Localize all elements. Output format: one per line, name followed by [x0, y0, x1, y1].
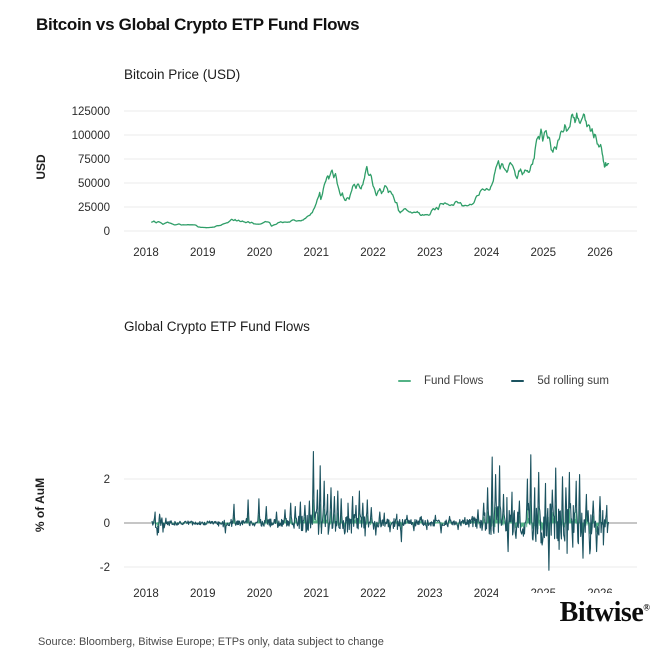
svg-text:75000: 75000 — [78, 154, 110, 166]
registered-trademark-mark: ® — [643, 602, 650, 613]
svg-text:2018: 2018 — [133, 247, 159, 259]
svg-text:2026: 2026 — [587, 247, 613, 259]
price-gridlines — [124, 110, 637, 232]
price-chart-title: Bitcoin Price (USD) — [124, 67, 241, 82]
bitwise-logo-text: Bitwise — [559, 597, 644, 628]
flows-y-tick-labels: 2 0 -2 — [100, 474, 110, 574]
svg-text:2024: 2024 — [474, 588, 500, 600]
svg-text:2019: 2019 — [190, 247, 216, 259]
flows-y-axis-title: % of AuM — [33, 478, 47, 532]
fund-flows-chart: 2 0 -2 % of AuM 2018 2019 2020 2021 2022 2023 2024… — [33, 450, 637, 600]
flows-chart-legend: Fund Flows 5d rolling sum — [124, 373, 640, 389]
legend-item-rolling-sum: 5d rolling sum — [511, 375, 609, 387]
flows-gridlines — [124, 478, 637, 568]
svg-text:2025: 2025 — [531, 247, 557, 259]
source-note: Source: Bloomberg, Bitwise Europe; ETPs … — [38, 636, 384, 648]
svg-text:2: 2 — [104, 474, 110, 486]
svg-text:2019: 2019 — [190, 588, 216, 600]
price-x-tick-labels: 2018 2019 2020 2021 2022 2023 2024 2025 2026 — [133, 247, 613, 259]
svg-text:2020: 2020 — [247, 588, 273, 600]
fund-flows-line-swatch — [397, 379, 411, 383]
svg-text:2023: 2023 — [417, 588, 443, 600]
svg-text:2022: 2022 — [360, 247, 386, 259]
fund-flows-legend-label: Fund Flows — [423, 375, 484, 387]
svg-text:2021: 2021 — [304, 588, 330, 600]
bitcoin-price-line — [151, 112, 610, 229]
svg-text:2018: 2018 — [133, 588, 159, 600]
svg-text:100000: 100000 — [72, 130, 110, 142]
svg-text:0: 0 — [104, 226, 110, 238]
svg-text:2021: 2021 — [304, 247, 330, 259]
svg-text:0: 0 — [104, 518, 110, 530]
rolling-sum-line-swatch — [511, 379, 525, 383]
bitwise-logo: Bitwise® — [498, 593, 671, 635]
price-y-tick-labels: 0 25000 50000 75000 100000 125000 — [72, 106, 110, 238]
svg-text:2022: 2022 — [360, 588, 386, 600]
rolling-sum-series — [151, 450, 610, 571]
svg-text:-2: -2 — [100, 562, 110, 574]
figure-title: Bitcoin vs Global Crypto ETP Fund Flows — [36, 15, 360, 34]
rolling-sum-legend-label: 5d rolling sum — [537, 375, 609, 387]
price-y-axis-title: USD — [34, 154, 48, 180]
svg-text:50000: 50000 — [78, 178, 110, 190]
flows-chart-title: Global Crypto ETP Fund Flows — [124, 319, 310, 334]
svg-text:2020: 2020 — [247, 247, 273, 259]
svg-text:125000: 125000 — [72, 106, 110, 118]
svg-text:2024: 2024 — [474, 247, 500, 259]
svg-text:25000: 25000 — [78, 202, 110, 214]
svg-text:2023: 2023 — [417, 247, 443, 259]
legend-item-fund-flows: Fund Flows — [397, 375, 484, 387]
